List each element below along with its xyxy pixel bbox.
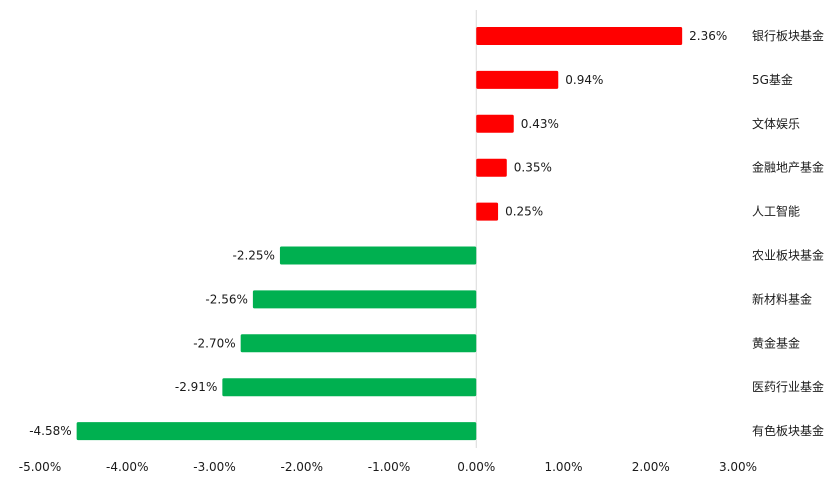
bar-1 [476,70,559,89]
category-label-5: 农业板块基金 [752,248,824,263]
x-axis-tick-labels: -5.00% -4.00% -3.00% -2.00% -1.00% 0.00% 1.00%… [19,460,757,474]
x-tick-label-0: -5.00% [19,460,61,474]
value-labels-group: 2.36% 0.94% 0.43% 0.35% 0.25% -2.25% -2.56% -2.… [29,29,727,438]
bar-7 [240,334,477,353]
category-label-8: 医药行业基金 [752,379,824,394]
category-label-9: 有色板块基金 [752,423,824,438]
x-tick-label-2: -3.00% [193,460,235,474]
bar-9 [76,422,477,441]
value-label-3: 0.35% [514,161,552,175]
value-label-1: 0.94% [565,73,603,87]
x-tick-label-1: -4.00% [106,460,148,474]
x-tick-label-7: 2.00% [632,460,670,474]
value-label-7: -2.70% [193,336,235,350]
x-tick-label-8: 3.00% [719,460,757,474]
bar-3 [476,158,507,177]
bar-5 [279,246,477,265]
x-tick-label-6: 1.00% [544,460,582,474]
category-label-7: 黄金基金 [752,335,800,350]
x-tick-label-4: -1.00% [368,460,410,474]
value-label-5: -2.25% [232,249,274,263]
category-label-3: 金融地产基金 [752,160,824,175]
bar-8 [222,378,477,397]
value-label-4: 0.25% [505,205,543,219]
category-label-6: 新材料基金 [752,291,812,306]
category-label-4: 人工智能 [752,204,800,219]
value-label-2: 0.43% [521,117,559,131]
category-label-2: 文体娱乐 [752,116,800,131]
value-label-8: -2.91% [175,380,217,394]
value-label-9: -4.58% [29,424,71,438]
bar-4 [476,202,499,221]
category-label-0: 银行板块基金 [752,28,824,43]
bar-6 [252,290,477,309]
bar-2 [476,114,514,133]
x-tick-label-3: -2.00% [281,460,323,474]
category-label-1: 5G基金 [752,72,793,87]
category-labels-group: 银行板块基金 5G基金文体娱乐金融地产基金人工智能农业板块基金新材料基金黄金基金医… [752,28,824,438]
value-label-6: -2.56% [205,292,247,306]
value-label-0: 2.36% [689,29,727,43]
bars-group [76,27,683,441]
bar-0 [476,27,683,45]
x-tick-label-5: 0.00% [457,460,495,474]
